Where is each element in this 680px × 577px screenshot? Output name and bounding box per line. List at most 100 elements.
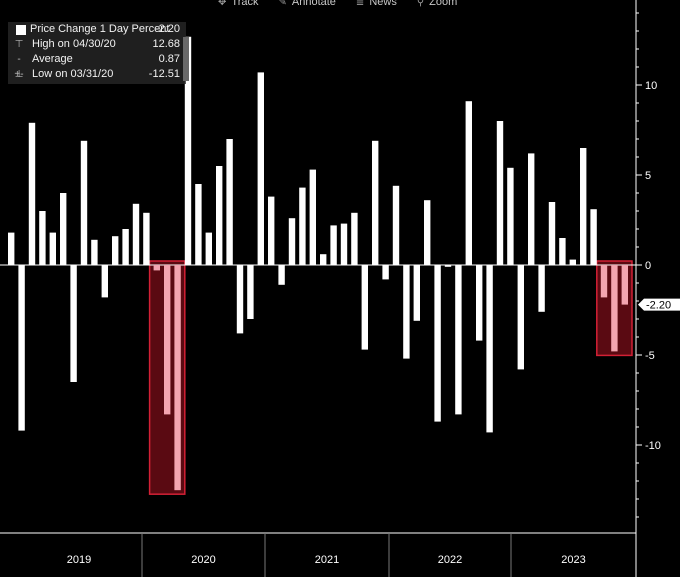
legend-panel: Price Change 1 Day Percent -2.20 ⊤ High … [8, 22, 189, 84]
legend-average-label: Average [32, 53, 73, 65]
legend-average-value: 0.87 [158, 53, 180, 65]
x-tick-label: 2020 [191, 554, 215, 566]
crosshair-icon: ✥ [218, 0, 227, 8]
bar [330, 225, 337, 265]
bar [309, 169, 316, 265]
series-swatch [16, 25, 26, 35]
news-label: News [369, 0, 397, 8]
pencil-icon: ✎ [278, 0, 287, 8]
bar [611, 265, 618, 352]
legend-low-row: ⊥ Low on 03/31/20 -12.51 [8, 67, 186, 82]
bar [382, 265, 389, 280]
x-tick-label: 2019 [67, 554, 91, 566]
bar [496, 121, 504, 265]
bar [247, 265, 254, 319]
legend-high-value: 12.68 [152, 38, 180, 50]
annotate-label: Annotate [291, 0, 336, 8]
y-tick-label: 10 [645, 80, 657, 92]
bar [226, 139, 233, 265]
bar [392, 185, 400, 265]
x-tick-label: 2021 [315, 554, 339, 566]
last-value-tag [638, 298, 680, 311]
bar [278, 265, 285, 285]
bar [621, 265, 628, 305]
bar [70, 265, 77, 382]
bar [538, 265, 545, 312]
track-button[interactable]: ✥ Track [218, 0, 258, 10]
y-tick-label: -10 [645, 440, 661, 452]
bar [476, 265, 483, 341]
legend-low-label: Low on 03/31/20 [32, 68, 114, 80]
bar [528, 153, 535, 265]
bar [320, 254, 327, 265]
bar [174, 265, 181, 491]
bar [580, 148, 587, 265]
bar [465, 101, 472, 265]
legend-series-row[interactable]: Price Change 1 Day Percent -2.20 [8, 22, 186, 37]
last-value-label: -2.20 [646, 300, 671, 312]
bar [80, 140, 88, 265]
legend-high-row: ⊤ High on 04/30/20 12.68 [8, 37, 186, 52]
bar [8, 232, 15, 265]
bar [91, 239, 98, 265]
bar [517, 265, 524, 370]
bar [372, 140, 379, 265]
y-tick-label: 0 [645, 260, 651, 272]
bar [18, 265, 25, 431]
bar [216, 166, 223, 265]
bar [288, 218, 296, 265]
bar [403, 265, 410, 359]
legend-scrollbar[interactable] [183, 37, 189, 81]
y-tick-label: 5 [645, 170, 651, 182]
bar [39, 211, 46, 265]
legend-average-row: -+- Average 0.87 [8, 52, 186, 80]
bar [205, 232, 212, 265]
news-button[interactable]: ≣ News [356, 0, 397, 10]
bar [132, 203, 140, 265]
x-tick-label: 2022 [438, 554, 462, 566]
bar [569, 259, 576, 265]
bar [236, 265, 244, 334]
high-icon: ⊤ [14, 39, 24, 50]
chart-toolbar: ✥ Track ✎ Annotate ≣ News ⚲ Zoom [218, 0, 457, 10]
bar [268, 196, 275, 265]
bar [122, 229, 129, 265]
zoom-label: Zoom [429, 0, 458, 8]
magnifier-icon: ⚲ [416, 0, 425, 8]
bar [455, 265, 462, 415]
bar [112, 236, 119, 265]
y-tick-label: -5 [645, 350, 655, 362]
legend-high-label: High on 04/30/20 [32, 38, 116, 50]
bar [143, 212, 150, 265]
bar [559, 238, 566, 265]
bar [600, 265, 608, 298]
bar [351, 212, 358, 265]
annotate-button[interactable]: ✎ Annotate [278, 0, 335, 10]
bar [548, 202, 556, 265]
bar [507, 167, 514, 265]
average-icon: -+- [14, 54, 24, 80]
bar [153, 265, 160, 271]
bar [361, 265, 368, 350]
bar [590, 209, 597, 265]
legend-series-value: -2.20 [154, 23, 180, 35]
bar [434, 265, 441, 422]
bar [184, 36, 192, 266]
bar [49, 232, 56, 265]
bar [299, 187, 306, 265]
bar [413, 265, 420, 321]
bar [60, 193, 67, 265]
bar [257, 72, 264, 266]
x-tick-label: 2023 [561, 554, 585, 566]
bar [28, 122, 36, 265]
zoom-button[interactable]: ⚲ Zoom [417, 0, 457, 10]
low-icon: ⊥ [14, 69, 24, 80]
bar [424, 200, 431, 265]
bar [340, 223, 348, 265]
legend-low-value: -12.51 [148, 68, 180, 80]
bar [195, 184, 202, 265]
news-icon: ≣ [355, 0, 365, 8]
bar [486, 265, 493, 433]
legend-series-label: Price Change 1 Day Percent [30, 23, 170, 35]
